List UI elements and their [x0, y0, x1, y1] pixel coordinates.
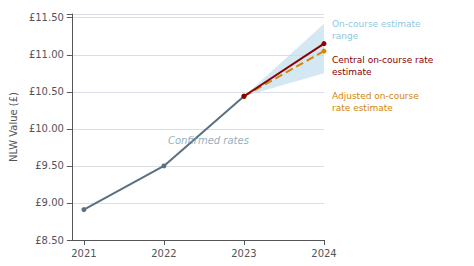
svg-text:2022: 2022	[151, 248, 176, 259]
svg-text:£8.50: £8.50	[35, 235, 64, 246]
svg-text:£11.00: £11.00	[29, 49, 64, 60]
svg-text:rate estimate: rate estimate	[332, 103, 393, 113]
svg-text:Central on-course rate: Central on-course rate	[332, 55, 434, 65]
svg-text:2024: 2024	[311, 248, 336, 259]
svg-text:estimate: estimate	[332, 67, 372, 77]
svg-text:£10.50: £10.50	[29, 86, 64, 97]
svg-text:NLW Value (£): NLW Value (£)	[8, 92, 19, 162]
svg-text:£9.50: £9.50	[35, 160, 64, 171]
svg-text:range: range	[332, 31, 359, 41]
svg-text:£11.50: £11.50	[29, 12, 64, 23]
svg-text:Adjusted on-course: Adjusted on-course	[332, 91, 419, 101]
svg-text:2021: 2021	[71, 248, 96, 259]
svg-text:Confirmed rates: Confirmed rates	[168, 135, 249, 146]
svg-text:2023: 2023	[231, 248, 256, 259]
svg-text:£10.00: £10.00	[29, 123, 64, 134]
svg-text:On-course estimate: On-course estimate	[332, 19, 421, 29]
svg-text:£9.00: £9.00	[35, 197, 64, 208]
